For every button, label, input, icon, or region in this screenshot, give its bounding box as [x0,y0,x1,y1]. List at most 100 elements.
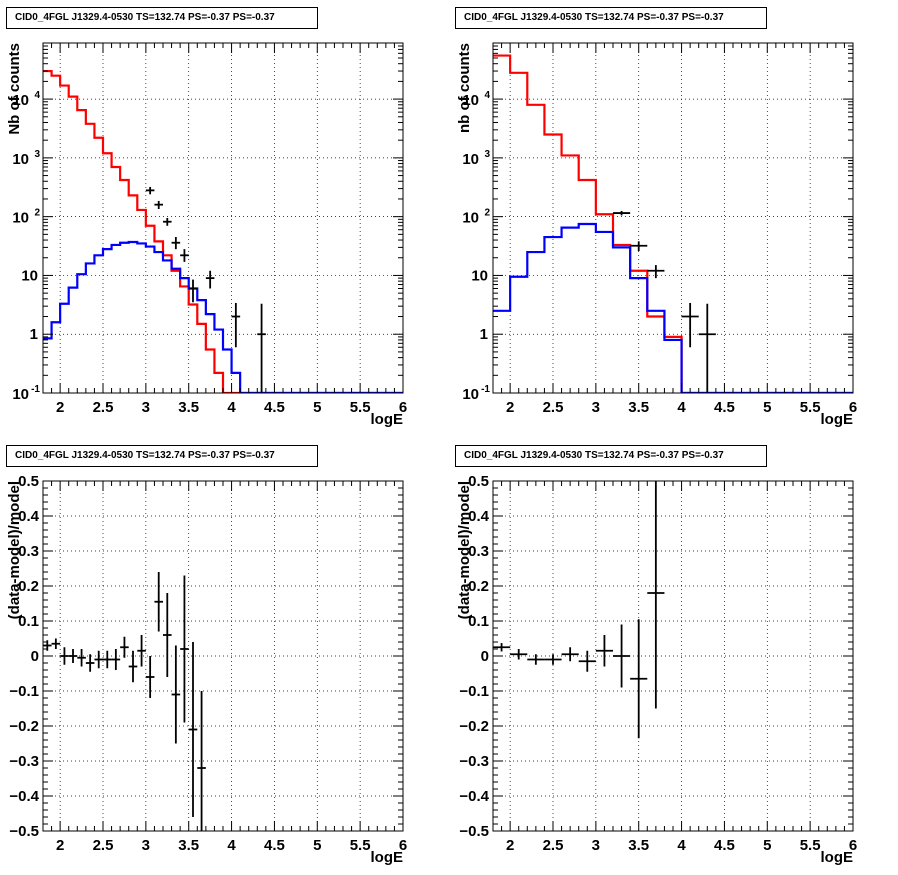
y-tick-exponent: 3 [34,149,40,160]
x-tick-label: 6 [849,837,857,854]
y-tick-label: −0.4 [459,788,489,805]
x-tick-label: 4.5 [714,399,735,416]
y-axis-ticks [493,42,853,394]
data-point [163,217,172,226]
data-point [188,279,198,303]
x-tick-label: 5.5 [800,399,821,416]
y-tick-label: 0.3 [18,543,39,560]
data-point [681,302,699,348]
panel-2-title: CID0_4FGL J1329.4-0530 TS=132.74 PS=-0.3… [455,7,767,29]
grid [493,480,854,832]
plot-area [493,54,853,393]
y-tick-exponent: 2 [34,208,40,219]
x-axis-ticks [492,43,854,393]
x-tick-label: 2.5 [93,399,114,416]
y-tick-label: 0.2 [468,578,489,595]
y-axis-ticks [43,480,403,832]
x-tick-label: 4 [677,837,686,854]
x-tick-label: 3 [142,399,150,416]
x-tick-label: 4 [227,837,236,854]
x-axis-ticks [492,481,854,831]
x-tick-label: 3.5 [628,399,649,416]
residual-point [154,572,163,632]
residual-point [137,635,146,667]
data-point [231,302,241,348]
y-tick-label: 0 [481,648,489,665]
x-axis-ticks [42,43,404,393]
residual-point [171,645,181,744]
y-tick-label: −0.5 [459,823,489,840]
y-tick-label: 10 [12,151,29,168]
series-1-line [493,54,853,393]
x-tick-label: 5 [763,399,771,416]
residual-point [561,647,579,662]
plot-area [43,69,403,393]
x-tick-label: 3.5 [628,837,649,854]
residual-point [68,649,78,663]
x-tick-label: 5.5 [350,399,371,416]
y-tick-label: 1 [480,326,488,343]
residual-point [197,691,206,831]
residual-point [163,593,172,677]
residual-point [51,638,61,649]
residual-point [145,656,155,698]
y-tick-label: 10 [12,210,29,227]
panel-3: 2 2.5 3 3.5 4 4.5 5 5.5 6 −0.5 −0.4 −0.3 −0.2 −0.1 0 0.… [6,473,407,866]
x-tick-label: 5.5 [800,837,821,854]
y-tick-exponent: 4 [34,90,40,101]
x-tick-label: 3 [592,837,600,854]
y-tick-label: 0.4 [18,508,40,525]
data-point [180,249,189,262]
y-axis-label: (data-model)/model [456,481,473,619]
x-tick-label: 4.5 [264,399,285,416]
data-point [613,210,631,216]
data-point [145,186,155,195]
residual-point [578,650,596,672]
y-tick-label: 10 [462,151,479,168]
y-tick-label: −0.1 [459,683,489,700]
grid [43,480,404,832]
y-tick-exponent: 2 [484,208,490,219]
series-2-line [493,222,853,393]
data-point [154,200,163,209]
x-tick-label: 5 [313,399,321,416]
y-tick-label: 0 [31,648,39,665]
y-tick-label: −0.5 [9,823,39,840]
plot-area [43,572,206,831]
data-point [171,237,181,250]
y-tick-label: 0.5 [18,473,39,490]
y-tick-label: 1 [30,326,38,343]
series-2-line [43,240,403,393]
residual-point [595,635,613,667]
residual-point [527,654,545,665]
x-tick-label: 2 [506,399,514,416]
residual-point [544,654,562,665]
plot-area [493,481,665,739]
x-tick-label: 4 [227,399,236,416]
data-point [698,303,716,393]
panel-4-title: CID0_4FGL J1329.4-0530 TS=132.74 PS=-0.3… [455,445,767,467]
x-tick-label: 4.5 [264,837,285,854]
x-tick-label: 5.5 [350,837,371,854]
residual-point [111,649,121,670]
panel-3-title: CID0_4FGL J1329.4-0530 TS=132.74 PS=-0.3… [6,445,318,467]
y-tick-label: 0.4 [468,508,490,525]
y-tick-label: −0.1 [9,683,39,700]
y-tick-label: 10 [462,210,479,227]
y-tick-label: −0.4 [9,788,39,805]
residual-point [613,624,631,688]
x-tick-label: 2 [506,837,514,854]
x-tick-label: 5 [763,837,771,854]
y-tick-label: 10 [471,267,488,284]
y-axis-label: Nb of counts [6,43,23,135]
x-tick-label: 4.5 [714,837,735,854]
residual-point [94,650,103,669]
y-axis-ticks [493,480,853,832]
y-tick-label: −0.2 [459,718,489,735]
x-axis-label: logE [821,849,854,866]
y-tick-label: 0.2 [18,578,39,595]
residual-point [180,575,189,723]
